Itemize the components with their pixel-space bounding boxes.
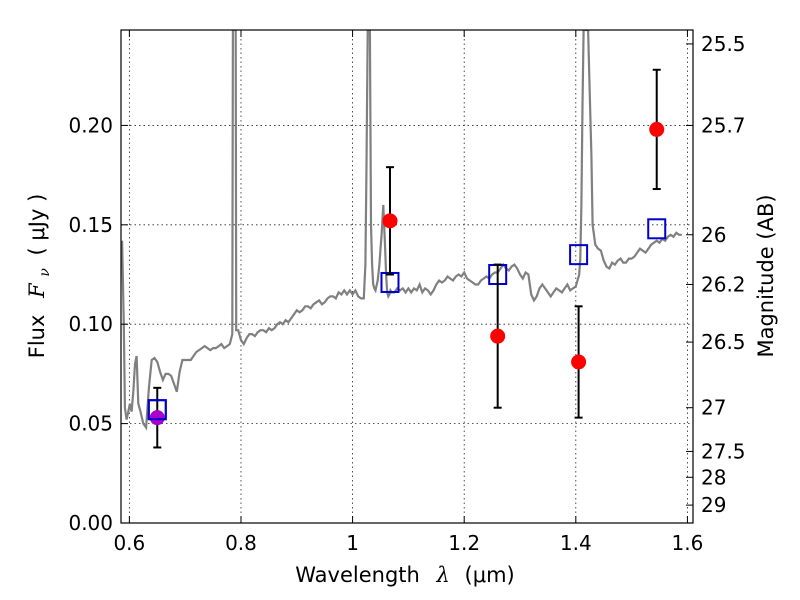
x-tick-label: 1.6 (672, 531, 704, 555)
x-axis-label-symbol: λ (436, 563, 450, 587)
x-axis-label: Wavelength λ (μm) (295, 563, 514, 587)
x-tick-label: 0.8 (225, 531, 257, 555)
measured-point (490, 328, 506, 344)
y-tick-label: 0.20 (68, 113, 113, 137)
y2-axis-label: Magnitude (AB) (754, 194, 778, 357)
y2-tick-label: 25.7 (701, 113, 746, 137)
special-point (149, 410, 165, 426)
y2-tick-label: 27 (701, 396, 726, 420)
data-marks (147, 68, 667, 449)
axis-ticks: 0.6 0.8 1 1.2 1.4 1.6 0.00 0.05 0.10 0.15 0.20 25.5… (68, 30, 746, 555)
y2-tick-label: 29 (701, 493, 726, 517)
y2-tick-label: 25.5 (701, 32, 746, 56)
x-tick-label: 1 (346, 531, 359, 555)
y2-tick-label: 26.5 (701, 330, 746, 354)
x-axis-label-unit: (μm) (465, 563, 515, 587)
y-axis-label-sub: ν (37, 268, 53, 277)
x-axis-label-text: Wavelength (295, 563, 420, 587)
y2-tick-label: 27.5 (701, 439, 746, 463)
measured-point (571, 354, 587, 370)
y-axis-label-text: Flux (25, 315, 49, 359)
y-tick-label: 0.15 (68, 213, 113, 237)
y-tick-label: 0.10 (68, 312, 113, 336)
x-tick-label: 1.4 (560, 531, 592, 555)
plot-frame (120, 29, 694, 524)
x-tick-label: 1.2 (448, 531, 480, 555)
model-photometry-square-overlay (147, 399, 167, 421)
measured-point (649, 121, 665, 137)
model-photometry-square (647, 218, 667, 240)
y2-tick-label: 26 (701, 223, 726, 247)
y-axis-label-unit: ( μJy ) (25, 194, 49, 256)
measured-point (382, 213, 398, 229)
y-tick-label: 0.00 (68, 511, 113, 535)
x-tick-label: 0.6 (113, 531, 145, 555)
plot-area (121, 30, 682, 449)
y-axis-label: Flux F ν ( μJy ) (25, 194, 54, 359)
y-tick-label: 0.05 (68, 412, 113, 436)
y2-tick-label: 28 (701, 465, 726, 489)
y-axis-label-symbol: F (25, 282, 49, 299)
model-spectrum-line (121, 30, 682, 431)
y2-tick-label: 26.2 (701, 272, 746, 296)
model-photometry-square (569, 244, 589, 266)
